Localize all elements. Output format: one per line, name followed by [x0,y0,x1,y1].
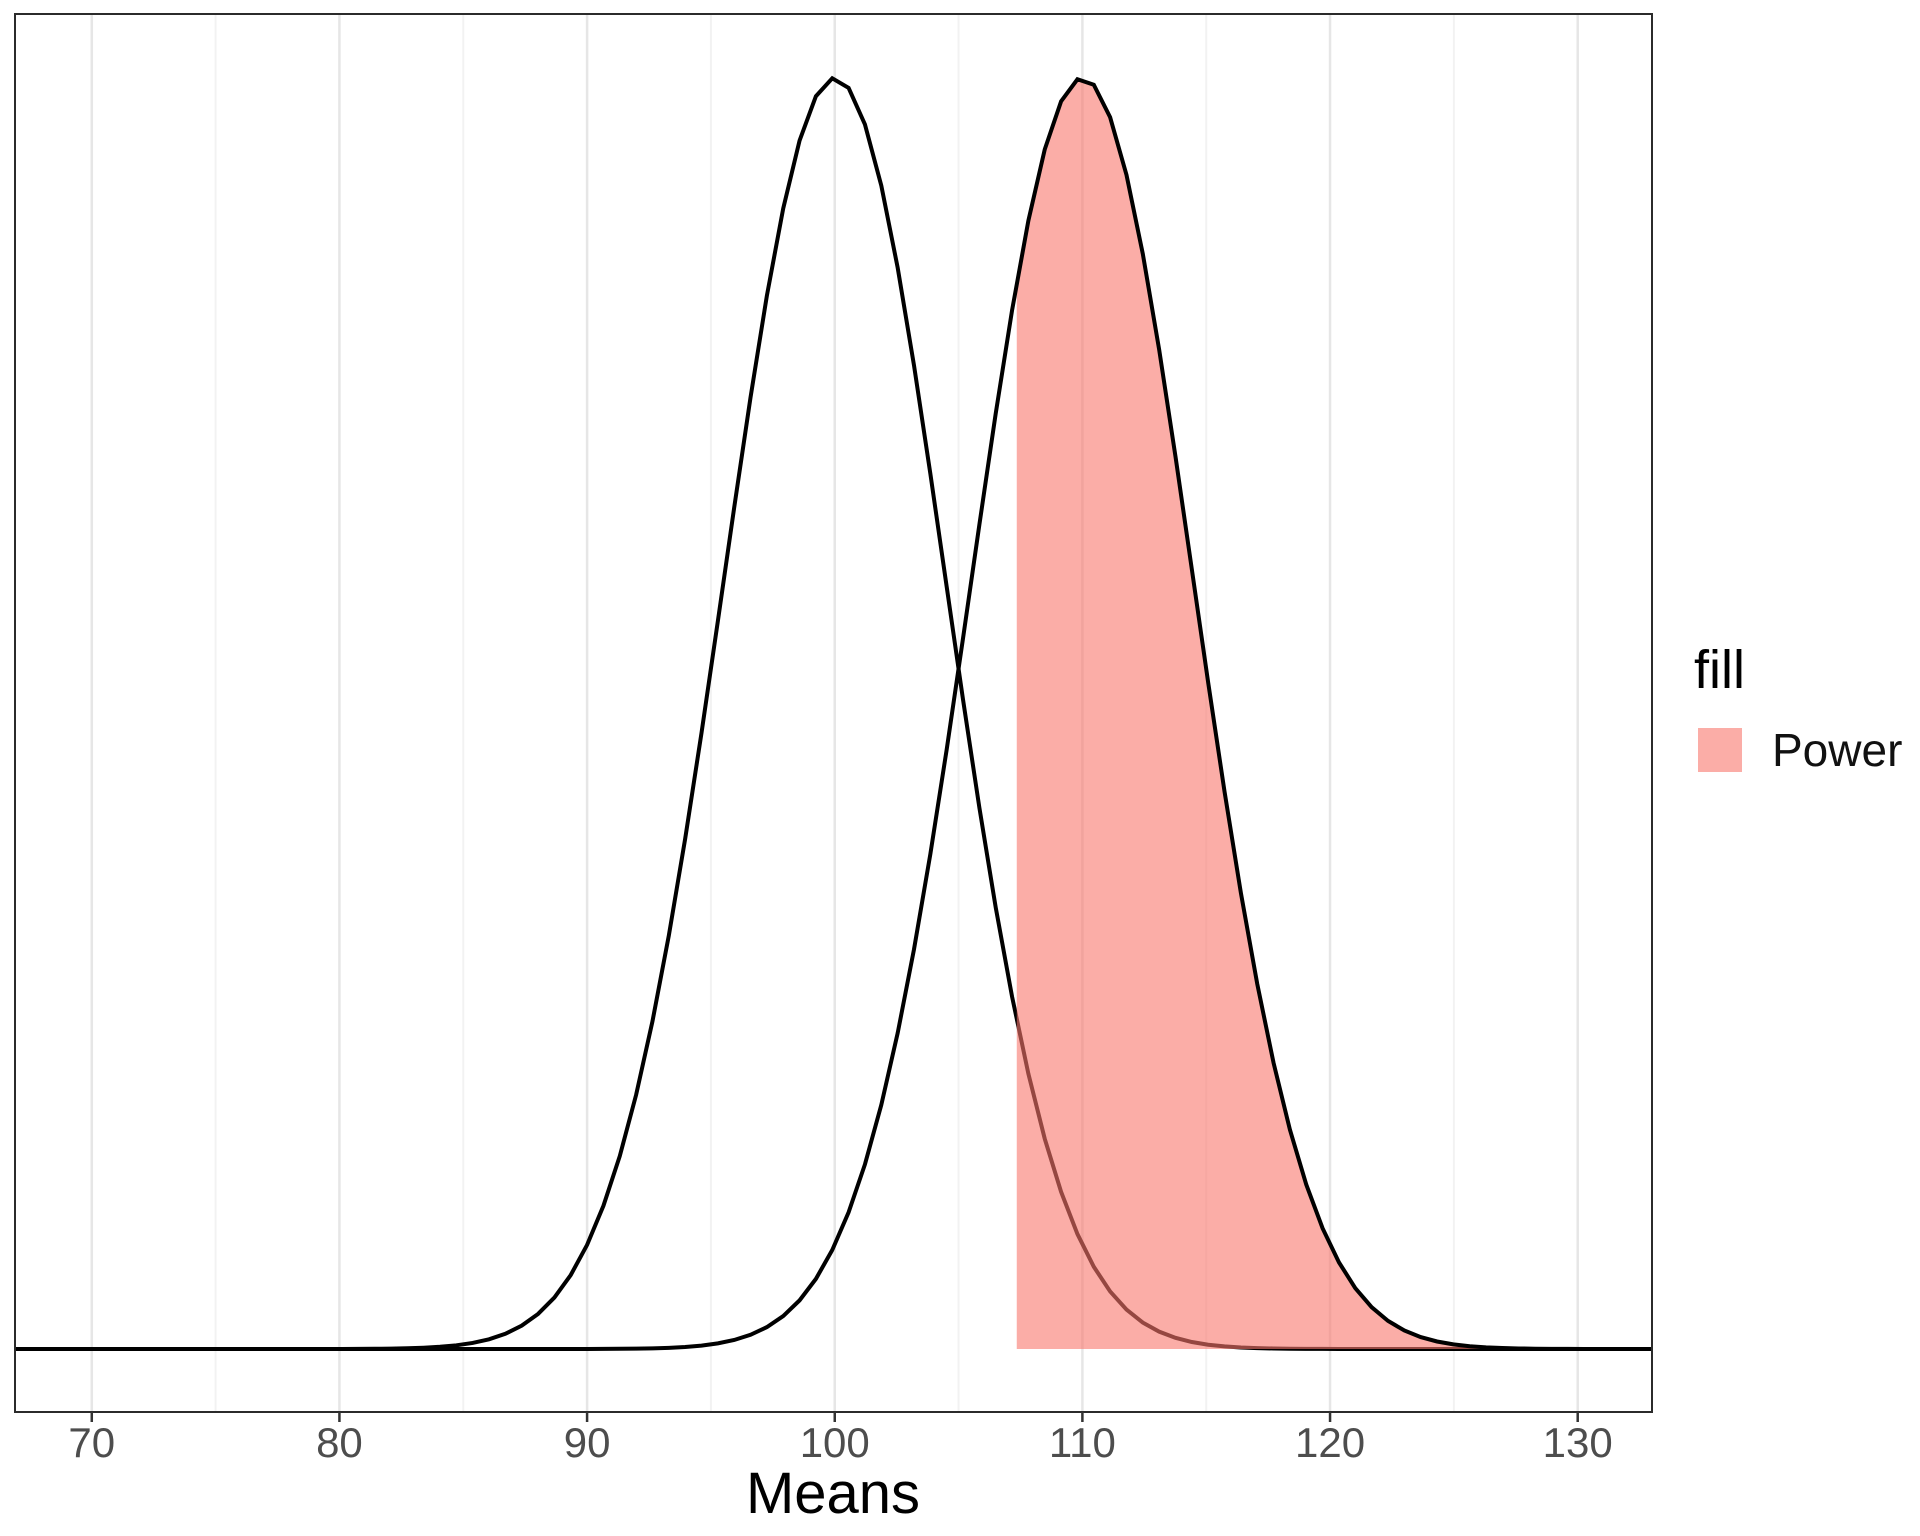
x-tick-label: 90 [563,1419,611,1466]
legend-label-power: Power [1772,724,1903,776]
curve-alternative-distribution [15,76,1652,1351]
x-axis-title: Means [745,1461,921,1526]
x-tick-label: 80 [316,1419,363,1466]
x-tick-label: 130 [1542,1419,1613,1466]
legend-title: fill [1694,640,1745,700]
power-shaded-region [1016,79,1652,1349]
legend-item-power: Power [1698,724,1903,776]
x-tick-label: 70 [68,1419,116,1466]
x-tick-label: 100 [799,1419,870,1466]
legend-swatch-power [1698,728,1742,772]
legend: fill Power [1694,640,1920,773]
x-tick-label: 110 [1048,1419,1116,1466]
x-tick-label: 120 [1295,1419,1366,1466]
